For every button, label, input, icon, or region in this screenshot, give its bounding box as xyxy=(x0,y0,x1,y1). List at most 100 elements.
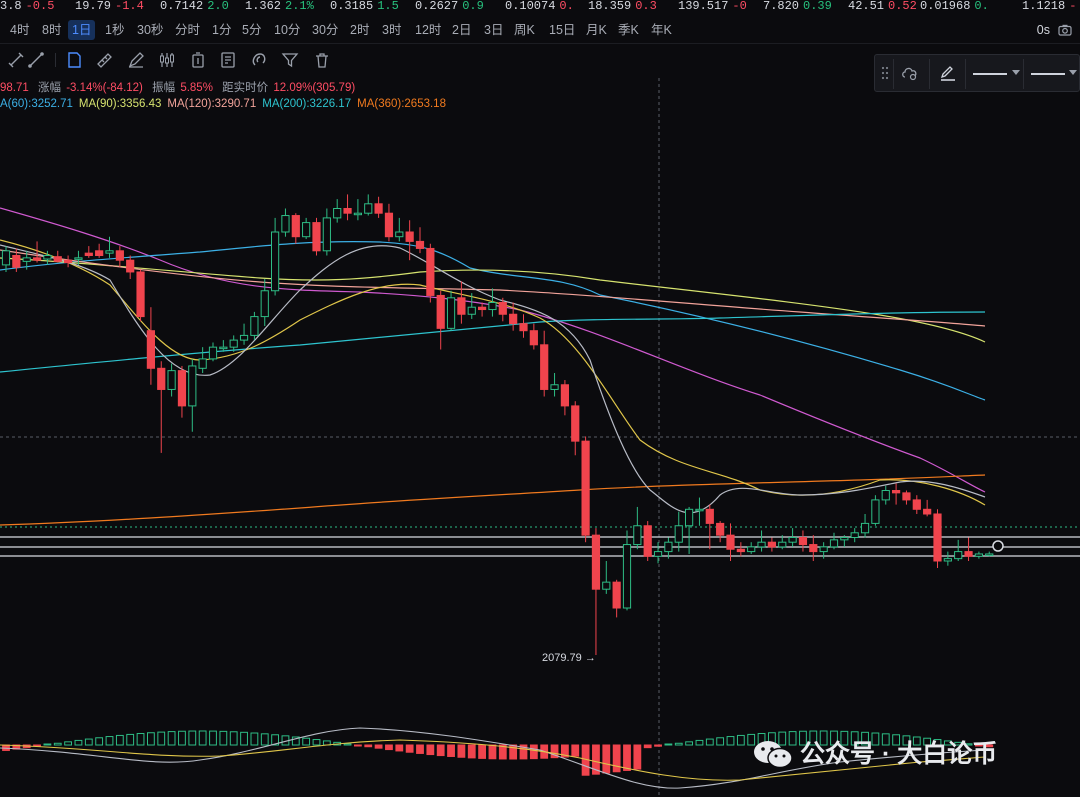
interval-tab[interactable]: 1分 xyxy=(212,23,232,37)
interval-tab[interactable]: 30分 xyxy=(312,23,339,37)
candle-body xyxy=(229,339,238,348)
ticker-item[interactable]: 0.01968 0. xyxy=(920,0,989,12)
ticker-item[interactable]: 18.359 0.3 xyxy=(588,0,657,12)
chevron-down-icon[interactable] xyxy=(1069,70,1077,75)
candle-body xyxy=(519,323,528,332)
macd-histogram-bar xyxy=(219,730,228,746)
ticker-item[interactable]: 0.10074 0. xyxy=(505,0,574,12)
interval-tab[interactable]: 15日 xyxy=(549,23,576,37)
interval-tab[interactable]: 12时 xyxy=(415,23,442,37)
interval-tab[interactable]: 分时 xyxy=(175,23,201,37)
candle-body xyxy=(488,302,497,311)
ticker-price: 0.2627 xyxy=(415,0,459,13)
change-value: -3.14%(-84.12) xyxy=(66,82,143,94)
candle-body xyxy=(829,539,839,548)
interval-tab[interactable]: 3时 xyxy=(382,23,402,37)
ma-legend: A(60):3252.71 MA(90):3356.43 MA(120):3290.… xyxy=(0,97,452,111)
macd-histogram-bar xyxy=(643,744,652,749)
toolbar-divider xyxy=(55,53,56,67)
ticker-change: 0.52 xyxy=(888,0,917,13)
candle-body xyxy=(560,384,569,407)
interval-tab[interactable]: 1秒 xyxy=(105,23,125,37)
interval-tab[interactable]: 8时 xyxy=(42,23,62,37)
ticker-item[interactable]: 3.8 -0.5 xyxy=(0,0,54,12)
interval-tab[interactable]: 月K xyxy=(586,23,607,37)
macd-histogram-bar xyxy=(95,737,104,746)
candle-body xyxy=(374,203,383,214)
ticker-change: -0.5 xyxy=(25,0,55,13)
macd-histogram-bar xyxy=(674,742,683,746)
candle-body xyxy=(695,508,704,512)
line-width-selector[interactable] xyxy=(1031,73,1065,75)
candle-body xyxy=(633,525,642,546)
macd-histogram-bar xyxy=(385,744,393,751)
ticker-price: 1.362 xyxy=(245,0,282,13)
interval-tab[interactable]: 年K xyxy=(651,23,672,37)
cloud-sync-icon[interactable] xyxy=(901,64,919,82)
macd-histogram-bar xyxy=(550,744,559,759)
indicator-icon[interactable] xyxy=(188,50,208,70)
ticker-item[interactable]: 1.1218- xyxy=(1022,0,1076,12)
ma200-line xyxy=(0,311,986,373)
macd-histogram-bar xyxy=(571,744,580,757)
ticker-item[interactable]: 0.3185 1.5 xyxy=(330,0,399,12)
ticker-price: 3.8 xyxy=(0,0,22,13)
macd-histogram-bar xyxy=(819,730,828,746)
filter-icon[interactable] xyxy=(280,50,300,70)
ruler-icon[interactable] xyxy=(94,50,114,70)
ticker-price: 0.10074 xyxy=(505,0,556,13)
trendline-icon[interactable] xyxy=(26,50,46,70)
interval-tab[interactable]: 2日 xyxy=(452,23,472,37)
ticker-price: 139.517 xyxy=(678,0,729,13)
interval-tab[interactable]: 5分 xyxy=(242,23,262,37)
drag-grip-icon[interactable] xyxy=(881,66,889,80)
ticker-change: 2.1% xyxy=(285,0,314,13)
interval-tab[interactable]: 2时 xyxy=(350,23,370,37)
candle-body xyxy=(271,231,280,292)
ticker-price: 1.1218 xyxy=(1022,0,1066,13)
macd-histogram-bar xyxy=(84,738,93,746)
candle-body xyxy=(509,313,518,325)
ticker-price: 42.51 xyxy=(848,0,885,13)
brush-icon[interactable] xyxy=(126,50,146,70)
candle-body xyxy=(312,222,321,252)
macd-histogram-bar xyxy=(488,744,497,760)
ticker-item[interactable]: 42.51 0.52 xyxy=(848,0,917,12)
candle-body xyxy=(302,222,311,238)
interval-tab[interactable]: 1日 xyxy=(68,20,96,40)
interval-tab[interactable]: 30秒 xyxy=(137,23,164,37)
tag-icon[interactable] xyxy=(64,50,84,70)
crosshair-icon[interactable] xyxy=(6,50,26,70)
candle-body xyxy=(208,346,218,360)
ticker-item[interactable]: 7.820 0.39 xyxy=(763,0,832,12)
candle-body xyxy=(747,546,756,553)
ticker-item[interactable]: 1.362 2.1% xyxy=(245,0,314,12)
interval-tab[interactable]: 10分 xyxy=(274,23,301,37)
pencil-color-icon[interactable] xyxy=(939,64,957,82)
watermark-text: 公众号 · 大白论币 xyxy=(800,740,998,768)
line-style-selector[interactable] xyxy=(973,73,1007,75)
ticker-change: 0.9 xyxy=(462,0,484,13)
macd-histogram-bar xyxy=(902,735,911,746)
candle-body xyxy=(84,252,93,256)
trash-icon[interactable] xyxy=(312,50,332,70)
candle-type-icon[interactable] xyxy=(157,50,177,70)
interval-tab[interactable]: 周K xyxy=(514,23,535,37)
ticker-change: 2.0 xyxy=(207,0,229,13)
macd-histogram-bar xyxy=(861,731,869,746)
ticker-item[interactable]: 19.79 -1.4 xyxy=(75,0,144,12)
ticker-item[interactable]: 139.517 -0 xyxy=(678,0,747,12)
template-icon[interactable] xyxy=(218,50,238,70)
chevron-down-icon[interactable] xyxy=(1012,70,1020,75)
macd-histogram-bar xyxy=(561,744,569,758)
magnet-icon[interactable] xyxy=(249,50,269,70)
ticker-item[interactable]: 0.2627 0.9 xyxy=(415,0,484,12)
candle-body xyxy=(581,440,590,536)
ticker-item[interactable]: 0.7142 2.0 xyxy=(160,0,229,12)
interval-tab[interactable]: 季K xyxy=(618,23,639,37)
interval-tab[interactable]: 3日 xyxy=(484,23,504,37)
ticker-price: 0.01968 xyxy=(920,0,971,13)
interval-tab[interactable]: 4时 xyxy=(10,23,30,37)
camera-icon[interactable] xyxy=(1058,24,1072,36)
